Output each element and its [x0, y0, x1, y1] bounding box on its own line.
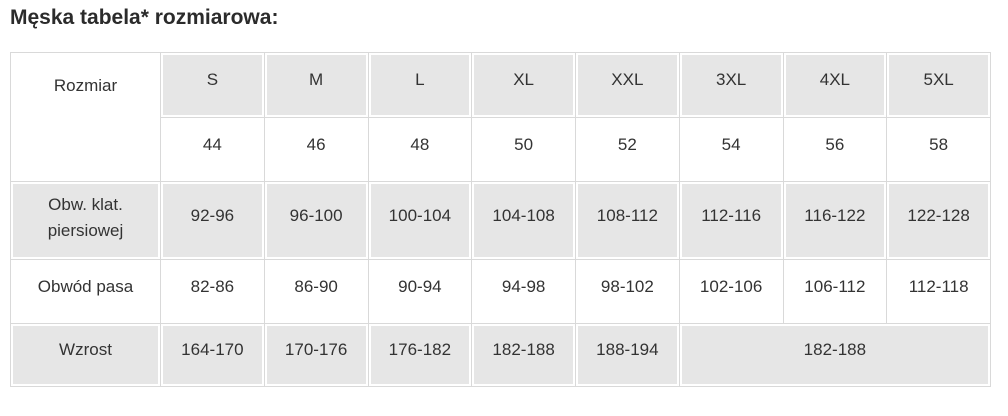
size-table: Rozmiar S M L XL XXL 3XL 4XL 5XL 44 46 4… [10, 52, 992, 387]
height-value-cell: 182-188 [471, 323, 576, 387]
chest-value-cell: 112-116 [678, 181, 784, 260]
row-label-waist: Obwód pasa [10, 259, 161, 324]
waist-value-cell: 98-102 [575, 259, 680, 324]
chest-value-cell: 104-108 [471, 181, 576, 260]
waist-value-cell: 90-94 [367, 259, 473, 324]
size-header-xl: XL [471, 52, 576, 118]
waist-value-cell: 82-86 [160, 259, 265, 324]
height-value-cell: 164-170 [160, 323, 265, 387]
row-label-chest: Obw. klat. piersiowej [10, 181, 161, 260]
numeric-size-cell: 56 [782, 117, 888, 182]
chest-value-cell: 96-100 [263, 181, 369, 260]
numeric-size-row: 44 46 48 50 52 54 56 58 [11, 117, 991, 182]
header-row: Rozmiar S M L XL XXL 3XL 4XL 5XL [10, 52, 991, 182]
size-header-m: M [263, 52, 369, 118]
chest-value-cell: 92-96 [160, 181, 265, 260]
waist-value-cell: 106-112 [782, 259, 888, 324]
waist-value-cell: 102-106 [678, 259, 784, 324]
numeric-size-cell: 58 [886, 117, 991, 182]
size-header-5xl: 5XL [886, 52, 991, 118]
size-header-l: L [367, 52, 473, 118]
size-header-4xl: 4XL [782, 52, 888, 118]
height-row: Wzrost 164-170 170-176 176-182 182-188 1… [10, 323, 992, 387]
numeric-size-cell: 46 [263, 117, 369, 182]
height-value-merged-cell: 182-188 [678, 323, 992, 387]
size-header-3xl: 3XL [678, 52, 784, 118]
waist-value-cell: 86-90 [263, 259, 369, 324]
numeric-size-cell: 52 [575, 117, 680, 182]
waist-value-cell: 94-98 [471, 259, 576, 324]
numeric-size-cell: 48 [367, 117, 473, 182]
row-label-height: Wzrost [10, 323, 161, 387]
numeric-size-cell: 50 [471, 117, 576, 182]
chest-value-cell: 116-122 [782, 181, 888, 260]
height-value-cell: 170-176 [263, 323, 369, 387]
waist-value-cell: 112-118 [886, 259, 991, 324]
chest-value-cell: 100-104 [367, 181, 473, 260]
size-header-s: S [160, 52, 265, 118]
numeric-size-cell: 44 [160, 117, 265, 182]
height-value-cell: 188-194 [575, 323, 680, 387]
numeric-size-cell: 54 [678, 117, 784, 182]
size-header-xxl: XXL [575, 52, 680, 118]
corner-header-rozmiar: Rozmiar [10, 52, 161, 182]
chest-value-cell: 108-112 [575, 181, 680, 260]
page-title: Męska tabela* rozmiarowa: [10, 6, 279, 29]
chest-row: Obw. klat. piersiowej 92-96 96-100 100-1… [10, 181, 991, 260]
waist-row: Obwód pasa 82-86 86-90 90-94 94-98 98-10… [10, 259, 991, 324]
height-value-cell: 176-182 [367, 323, 473, 387]
chest-value-cell: 122-128 [886, 181, 991, 260]
